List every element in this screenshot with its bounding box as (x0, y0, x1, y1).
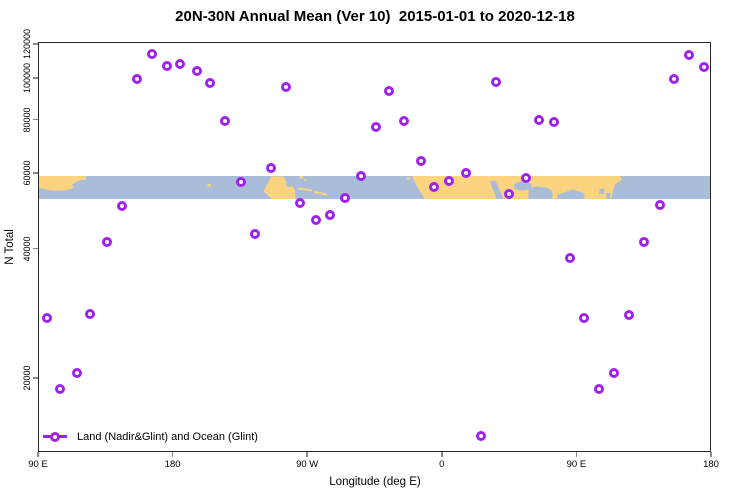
x-tick (441, 452, 443, 457)
x-axis-title: Longitude (deg E) (329, 476, 421, 488)
y-tick-label: 80000 (22, 107, 32, 133)
data-point (623, 310, 634, 321)
data-point (55, 384, 66, 395)
data-point (71, 368, 82, 379)
data-point (548, 116, 559, 127)
y-tick (33, 172, 38, 174)
y-axis-title: N Total (4, 229, 16, 265)
legend-circle-symbol (50, 431, 60, 442)
x-tick (306, 452, 308, 457)
world-map-band (39, 175, 710, 199)
legend-line-symbol (43, 431, 67, 442)
data-point (565, 253, 576, 264)
data-point (429, 181, 440, 192)
data-point (249, 228, 260, 239)
data-point (161, 60, 172, 71)
x-tick-label: 0 (439, 459, 445, 470)
data-point (504, 188, 515, 199)
data-point (101, 237, 112, 248)
legend-label: Land (Nadir&Glint) and Ocean (Glint) (77, 430, 258, 443)
x-tick-label: 90 E (28, 459, 48, 470)
data-point (41, 312, 52, 323)
chart-title: 20N-30N Annual Mean (Ver 10) 2015-01-01 … (175, 8, 575, 25)
x-tick-label: 180 (703, 459, 719, 470)
data-point (578, 312, 589, 323)
data-point (131, 73, 142, 84)
x-tick (37, 452, 39, 457)
data-point (593, 384, 604, 395)
data-point (175, 59, 186, 69)
x-tick-label: 90 E (566, 459, 587, 470)
data-point (266, 163, 277, 174)
data-point (608, 368, 619, 379)
data-point (281, 81, 292, 92)
data-point (116, 201, 127, 212)
data-point (324, 210, 335, 221)
data-point (85, 308, 96, 319)
data-point (683, 49, 694, 60)
data-point (655, 200, 666, 211)
data-point (668, 73, 679, 84)
data-point (638, 236, 649, 247)
x-tick-label: 90 W (296, 459, 319, 470)
x-tick (575, 452, 578, 457)
y-tick-label: 20000 (22, 365, 32, 391)
y-tick (33, 377, 38, 379)
data-point (520, 173, 531, 184)
x-tick (171, 452, 174, 457)
data-point (475, 431, 486, 442)
data-point (191, 66, 202, 77)
y-tick-label: 60000 (22, 160, 32, 186)
data-point (370, 122, 381, 133)
world-map-svg (39, 175, 710, 199)
plot-area (38, 42, 711, 452)
y-tick (33, 118, 38, 121)
data-point (339, 193, 350, 204)
data-point (384, 86, 395, 97)
y-tick (33, 43, 38, 45)
data-point (534, 115, 544, 126)
data-point (460, 167, 471, 178)
data-point (146, 49, 157, 60)
data-point (236, 176, 247, 187)
x-tick-label: 180 (164, 459, 181, 470)
data-point (219, 115, 230, 126)
data-point (698, 62, 709, 73)
data-point (294, 197, 305, 208)
y-tick (33, 247, 38, 250)
data-point (444, 176, 455, 187)
x-tick (710, 452, 712, 457)
data-point (356, 170, 367, 181)
y-tick-label: 120000 (22, 29, 32, 60)
y-tick (33, 77, 38, 79)
data-point (399, 115, 410, 126)
y-tick-label: 40000 (22, 236, 32, 262)
data-point (311, 215, 322, 226)
data-point (490, 76, 501, 87)
legend: Land (Nadir&Glint) and Ocean (Glint) (43, 429, 258, 444)
data-point (415, 155, 426, 166)
data-point (204, 77, 215, 88)
